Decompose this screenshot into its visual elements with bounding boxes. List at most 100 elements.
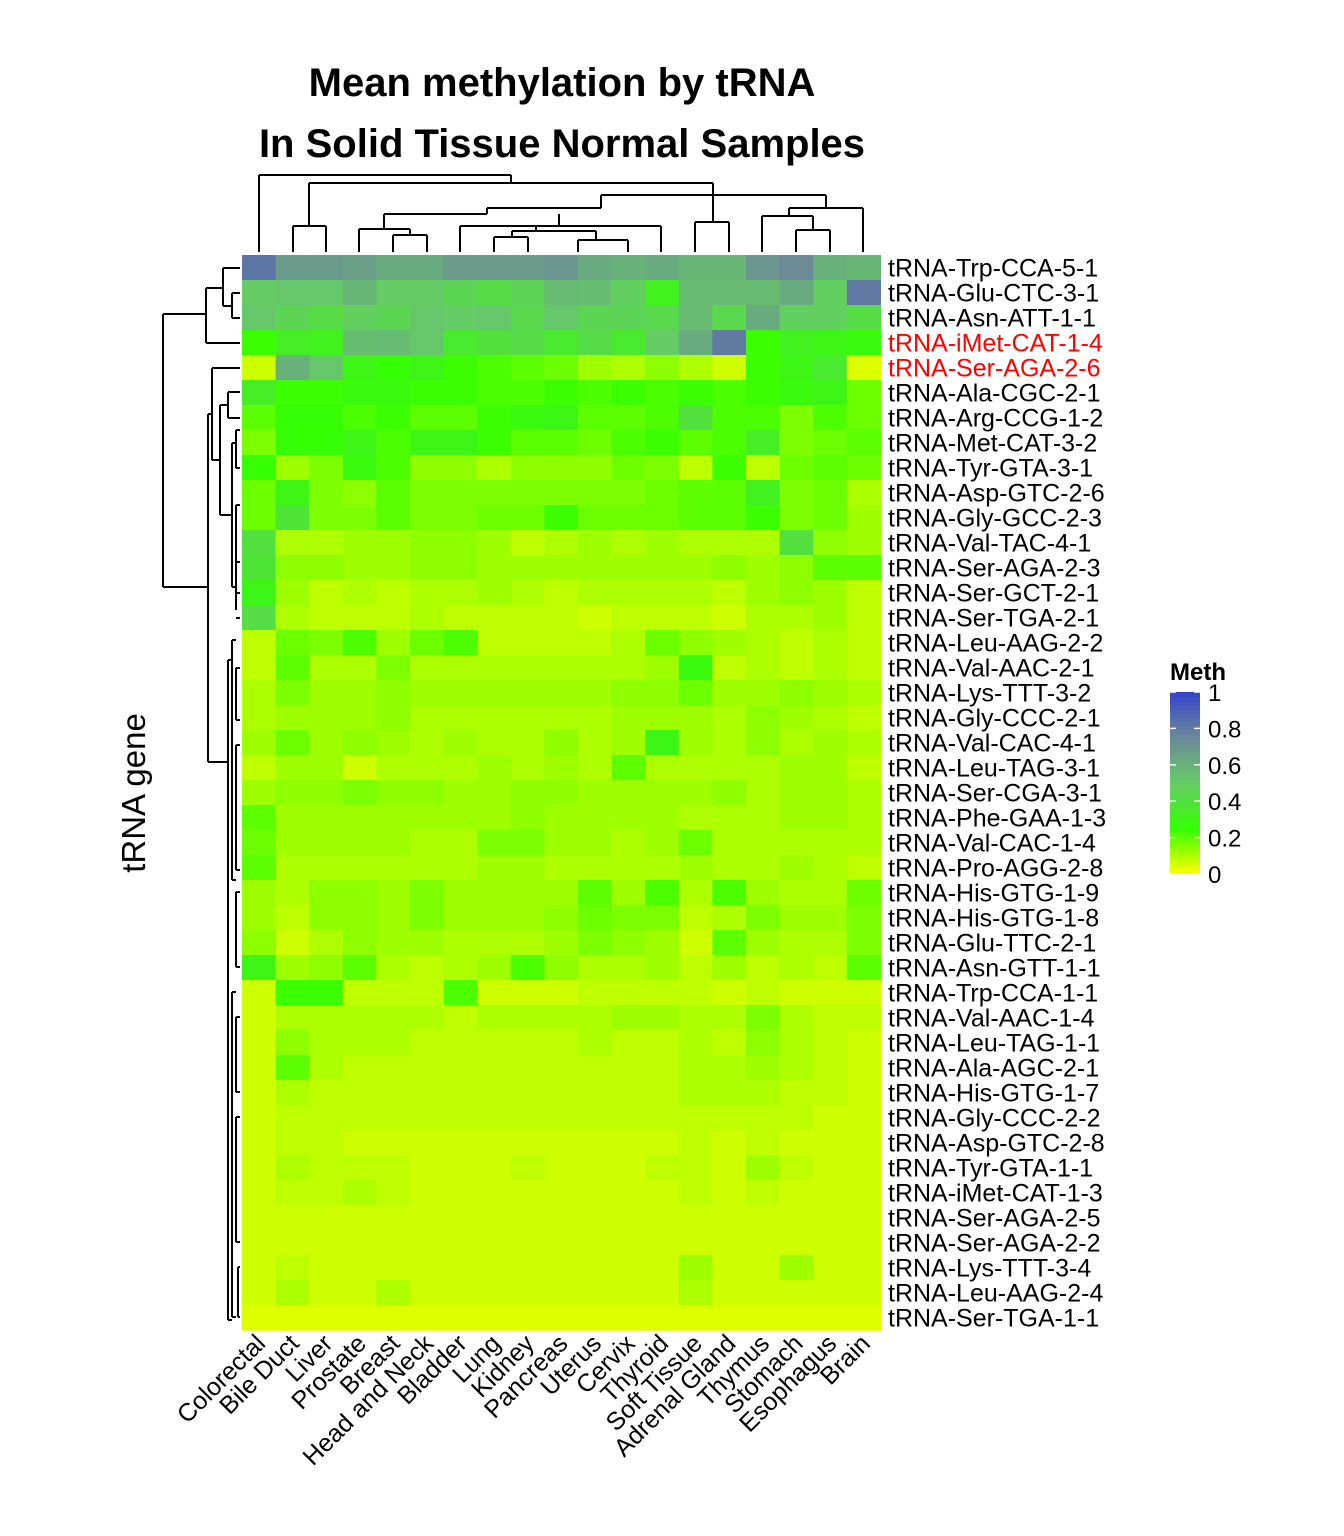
heatmap-cell <box>578 880 613 906</box>
heatmap-cell <box>645 280 680 306</box>
heatmap-cell <box>779 280 814 306</box>
heatmap-cell <box>779 780 814 806</box>
heatmap-cell <box>813 805 848 831</box>
heatmap-cell <box>678 255 713 281</box>
heatmap-cell <box>746 755 781 781</box>
heatmap-cell <box>544 805 579 831</box>
heatmap-cell <box>746 305 781 331</box>
heatmap-cell <box>813 1180 848 1206</box>
row-label: tRNA-Ser-AGA-2-5 <box>888 1205 1101 1233</box>
heatmap-cell <box>309 355 344 381</box>
heatmap-cell <box>443 280 478 306</box>
heatmap-cell <box>342 855 377 881</box>
heatmap-cell <box>477 355 512 381</box>
heatmap-cell <box>645 955 680 981</box>
heatmap-cell <box>611 1205 646 1231</box>
heatmap-cell <box>779 505 814 531</box>
legend-tick-label: 0 <box>1208 862 1221 889</box>
heatmap-cell <box>410 655 445 681</box>
heatmap-cell <box>309 280 344 306</box>
heatmap-cell <box>578 980 613 1006</box>
heatmap-cell <box>813 380 848 406</box>
heatmap-cell <box>645 255 680 281</box>
heatmap-cell <box>410 1180 445 1206</box>
heatmap-cell <box>242 1155 277 1181</box>
heatmap-cell <box>578 780 613 806</box>
heatmap-cell <box>578 330 613 356</box>
heatmap-cell <box>510 755 545 781</box>
heatmap-cell <box>712 830 747 856</box>
heatmap-cell <box>678 1080 713 1106</box>
heatmap-cell <box>846 880 881 906</box>
heatmap-cell <box>846 1055 881 1081</box>
heatmap-cell <box>645 355 680 381</box>
heatmap-cell <box>813 680 848 706</box>
heatmap-cell <box>342 255 377 281</box>
row-label: tRNA-Gly-CCC-2-1 <box>888 705 1101 733</box>
heatmap-cell <box>712 705 747 731</box>
heatmap-cell <box>275 555 310 581</box>
row-label: tRNA-Val-AAC-2-1 <box>888 655 1095 683</box>
heatmap-cell <box>712 405 747 431</box>
heatmap-cell <box>376 905 411 931</box>
heatmap-cell <box>846 955 881 981</box>
heatmap-cell <box>342 455 377 481</box>
heatmap-cell <box>746 1030 781 1056</box>
heatmap-cell <box>342 1030 377 1056</box>
heatmap-cell <box>443 680 478 706</box>
heatmap-cell <box>712 555 747 581</box>
heatmap-cell <box>813 330 848 356</box>
heatmap-cell <box>309 705 344 731</box>
legend-colorbar <box>1170 692 1200 874</box>
heatmap-cell <box>477 255 512 281</box>
heatmap-cell <box>410 530 445 556</box>
heatmap-cell <box>813 405 848 431</box>
heatmap-cell <box>846 730 881 756</box>
heatmap-cell <box>611 1305 646 1331</box>
heatmap-cell <box>578 580 613 606</box>
heatmap-cell <box>275 1180 310 1206</box>
heatmap-cell <box>242 1005 277 1031</box>
heatmap-cell <box>275 280 310 306</box>
heatmap-cell <box>544 1205 579 1231</box>
heatmap-cell <box>242 1030 277 1056</box>
heatmap-cell <box>544 855 579 881</box>
heatmap-cell <box>645 1255 680 1281</box>
heatmap-cell <box>443 1180 478 1206</box>
heatmap-cell <box>544 405 579 431</box>
heatmap-cell <box>342 980 377 1006</box>
heatmap-cell <box>678 780 713 806</box>
heatmap-cell <box>376 855 411 881</box>
heatmap-cell <box>678 1205 713 1231</box>
heatmap-cell <box>846 505 881 531</box>
heatmap-cell <box>712 605 747 631</box>
heatmap-cell <box>275 1155 310 1181</box>
heatmap-cell <box>309 455 344 481</box>
heatmap-cell <box>645 405 680 431</box>
heatmap-cell <box>443 555 478 581</box>
heatmap-cell <box>275 1130 310 1156</box>
heatmap-cell <box>712 580 747 606</box>
heatmap-cell <box>813 1230 848 1256</box>
heatmap-cell <box>242 330 277 356</box>
heatmap-cell <box>846 255 881 281</box>
heatmap-cell <box>678 880 713 906</box>
heatmap-cell <box>678 605 713 631</box>
heatmap-cell <box>477 855 512 881</box>
heatmap-cell <box>813 1080 848 1106</box>
heatmap-cell <box>645 330 680 356</box>
heatmap-cell <box>678 1005 713 1031</box>
heatmap-cell <box>846 1130 881 1156</box>
heatmap-cell <box>746 355 781 381</box>
heatmap-cell <box>846 780 881 806</box>
heatmap-cell <box>309 830 344 856</box>
heatmap-cell <box>477 1205 512 1231</box>
heatmap-cell <box>611 755 646 781</box>
heatmap-cell <box>443 1230 478 1256</box>
heatmap-cell <box>813 1305 848 1331</box>
heatmap-cell <box>242 805 277 831</box>
heatmap-cell <box>645 480 680 506</box>
heatmap-cell <box>712 380 747 406</box>
heatmap-cell <box>678 530 713 556</box>
